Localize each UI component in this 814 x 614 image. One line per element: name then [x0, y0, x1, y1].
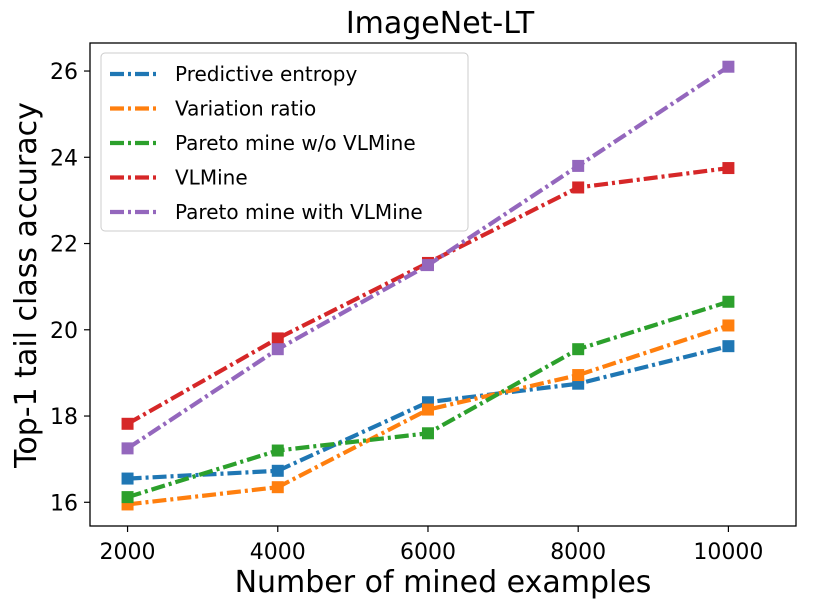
y-tick-label: 24: [50, 146, 78, 171]
data-point: [722, 340, 735, 353]
data-point: [121, 491, 134, 504]
x-tick-label: 2000: [100, 540, 156, 565]
legend-label: Predictive entropy: [175, 62, 357, 86]
series-variation-ratio: [121, 319, 735, 511]
x-axis: 2000 4000 6000 8000 10000: [100, 526, 763, 565]
x-tick-label: 8000: [550, 540, 606, 565]
legend-entries: Predictive entropy Variation ratio Pareto …: [110, 62, 423, 224]
series-line: [126, 166, 729, 426]
chart-title: ImageNet-LT: [346, 6, 535, 41]
plot-frame: [89, 42, 797, 527]
y-axis-label: Top-1 tail class accuracy: [9, 102, 44, 469]
data-point: [121, 417, 134, 430]
x-tick-label: 4000: [250, 540, 306, 565]
data-point: [572, 369, 585, 382]
series-line: [127, 344, 729, 481]
series-layer: [121, 60, 735, 511]
data-point: [421, 427, 434, 440]
data-point: [271, 444, 284, 457]
legend-label: Pareto mine w/o VLMine: [175, 131, 416, 155]
x-tick-label: 10000: [693, 540, 763, 565]
data-point: [421, 259, 434, 272]
legend-label: VLMine: [175, 166, 248, 190]
legend-label: Pareto mine with VLMine: [175, 200, 423, 224]
data-point: [121, 472, 134, 485]
data-point: [722, 295, 735, 308]
data-point: [722, 319, 735, 332]
legend-label: Variation ratio: [175, 97, 316, 121]
x-axis-label: Number of mined examples: [235, 565, 652, 600]
data-point: [271, 343, 284, 356]
series-pareto-mine-w-o-vlmine: [121, 295, 735, 504]
data-point: [271, 464, 284, 477]
data-point: [722, 162, 735, 175]
x-tick-label: 6000: [400, 540, 456, 565]
data-point: [572, 181, 585, 194]
data-point: [271, 332, 284, 345]
y-tick-label: 18: [50, 405, 78, 430]
data-point: [271, 481, 284, 494]
series-pareto-mine-with-vlmine: [121, 60, 735, 455]
data-point: [572, 343, 585, 356]
legend-frame: [100, 52, 469, 232]
y-axis: 16 18 20 22 24 26: [50, 60, 90, 516]
y-tick-label: 16: [50, 491, 78, 516]
y-tick-label: 22: [50, 233, 78, 258]
data-point: [421, 403, 434, 416]
data-point: [572, 159, 585, 172]
data-point: [722, 60, 735, 73]
data-point: [121, 442, 134, 455]
legend: Predictive entropy Variation ratio Pareto …: [100, 52, 469, 232]
y-tick-label: 20: [50, 319, 78, 344]
y-tick-label: 26: [50, 60, 78, 85]
